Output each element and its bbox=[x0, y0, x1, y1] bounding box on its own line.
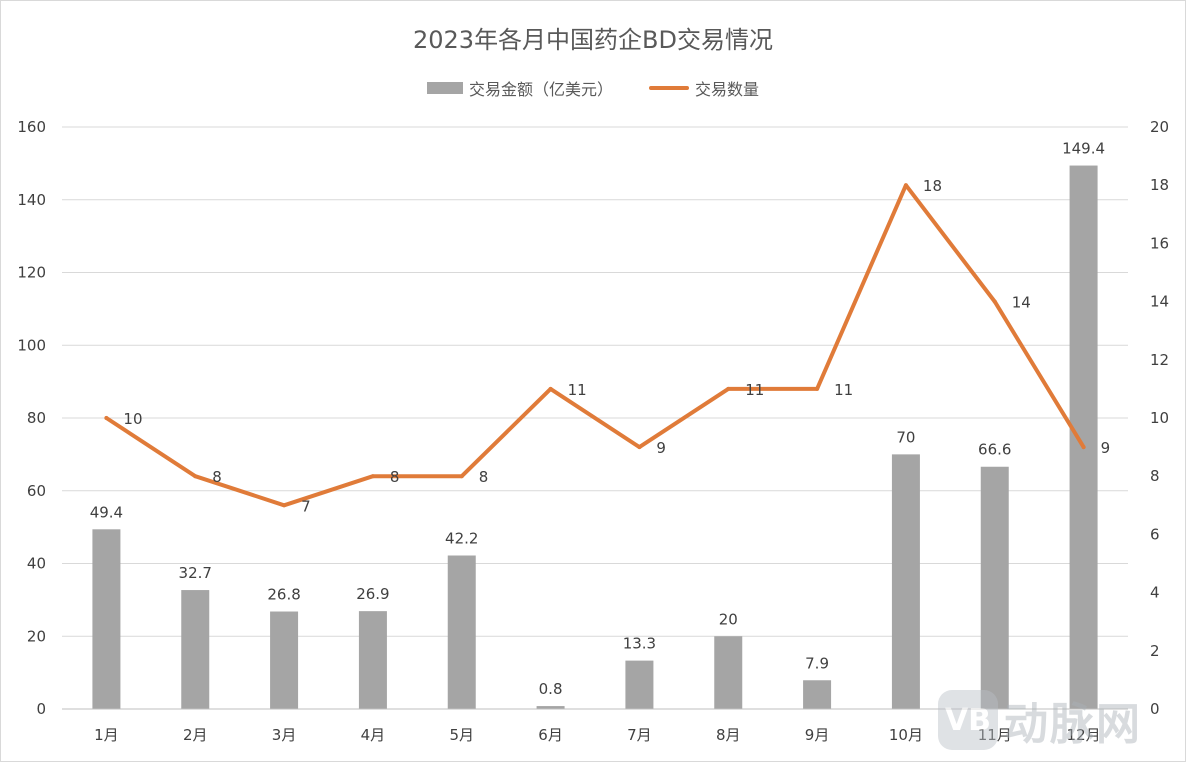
line-value-label: 8 bbox=[479, 468, 489, 486]
y-right-tick-label: 10 bbox=[1150, 409, 1169, 427]
line-point bbox=[726, 386, 731, 391]
line-point bbox=[992, 299, 997, 304]
legend-item-amount: 交易金额（亿美元） bbox=[426, 76, 613, 100]
bar bbox=[92, 529, 121, 709]
line-value-label: 14 bbox=[1012, 294, 1031, 312]
x-tick-label: 3月 bbox=[272, 726, 297, 744]
x-tick-label: 10月 bbox=[889, 726, 923, 744]
axes: 0 20 40 60 80 100 120 140 160 0 2 4 6 8 10 12 14 16 18 20 1月… bbox=[17, 118, 1169, 744]
y-right-tick-label: 0 bbox=[1150, 700, 1160, 718]
line-point bbox=[815, 386, 820, 391]
line-value-label: 10 bbox=[123, 410, 142, 428]
y-left-tick-label: 0 bbox=[36, 700, 46, 718]
bar bbox=[358, 611, 387, 709]
x-tick-label: 11月 bbox=[978, 726, 1012, 744]
line-value-label: 18 bbox=[923, 177, 942, 195]
y-right-tick-label: 14 bbox=[1150, 293, 1169, 311]
bar bbox=[625, 660, 654, 709]
x-tick-label: 7月 bbox=[627, 726, 652, 744]
bar-value-label: 20 bbox=[719, 610, 738, 628]
line-point bbox=[193, 474, 198, 479]
bar bbox=[1069, 165, 1098, 709]
line-point bbox=[104, 416, 109, 420]
x-tick-label: 9月 bbox=[805, 726, 830, 744]
line-point bbox=[370, 474, 375, 479]
line-value-label: 7 bbox=[301, 497, 311, 515]
legend: 交易金额（亿美元） 交易数量 bbox=[0, 76, 1186, 100]
line-point bbox=[282, 503, 287, 508]
watermark-text: 动脉网 bbox=[1004, 699, 1142, 750]
y-right-tick-label: 2 bbox=[1150, 642, 1160, 660]
legend-swatch-line bbox=[649, 86, 689, 90]
bar-value-label: 42.2 bbox=[445, 529, 478, 547]
y-left-tick-label: 80 bbox=[27, 409, 46, 427]
line-point bbox=[903, 183, 908, 188]
y-right-tick-label: 18 bbox=[1150, 176, 1169, 194]
y-left-tick-label: 20 bbox=[27, 627, 46, 645]
y-right-tick-label: 6 bbox=[1150, 525, 1160, 543]
y-left-tick-label: 100 bbox=[17, 336, 46, 354]
line-point bbox=[548, 386, 553, 391]
line-value-label: 8 bbox=[390, 468, 400, 486]
line-value-label: 11 bbox=[745, 381, 764, 399]
y-right-tick-label: 8 bbox=[1150, 467, 1160, 485]
y-left-tick-label: 160 bbox=[17, 118, 46, 136]
y-left-tick-label: 140 bbox=[17, 191, 46, 209]
bar bbox=[270, 611, 299, 709]
bar-value-label: 49.4 bbox=[90, 503, 123, 521]
line-value-label: 11 bbox=[834, 381, 853, 399]
line-point bbox=[637, 445, 642, 450]
bar-series bbox=[92, 165, 1098, 709]
bar-value-label: 66.6 bbox=[978, 441, 1011, 459]
x-tick-label: 12月 bbox=[1067, 726, 1101, 744]
y-right-tick-label: 4 bbox=[1150, 584, 1160, 602]
x-tick-label: 2月 bbox=[183, 726, 208, 744]
bar bbox=[891, 454, 920, 709]
legend-item-count: 交易数量 bbox=[649, 76, 759, 100]
bar-value-label: 26.8 bbox=[267, 586, 300, 604]
line-point bbox=[1081, 445, 1086, 450]
line-series bbox=[104, 183, 1086, 508]
bar bbox=[447, 555, 476, 709]
bar bbox=[714, 636, 743, 709]
bar-value-label: 26.9 bbox=[356, 585, 389, 603]
y-left-tick-label: 40 bbox=[27, 555, 46, 573]
x-tick-label: 8月 bbox=[716, 726, 741, 744]
legend-label-count: 交易数量 bbox=[695, 80, 760, 99]
chart-title: 2023年各月中国药企BD交易情况 bbox=[412, 26, 774, 54]
bar bbox=[181, 590, 210, 709]
legend-label-amount: 交易金额（亿美元） bbox=[468, 80, 613, 99]
y-right-tick-label: 16 bbox=[1150, 234, 1169, 252]
y-left-tick-label: 120 bbox=[17, 264, 46, 282]
line-value-label: 9 bbox=[1101, 439, 1111, 457]
line-point bbox=[459, 474, 464, 479]
x-tick-label: 5月 bbox=[449, 726, 474, 744]
line-value-label: 8 bbox=[212, 468, 222, 486]
y-left-tick-label: 60 bbox=[27, 482, 46, 500]
watermark-logo-icon: VB bbox=[938, 690, 998, 750]
bar bbox=[980, 466, 1009, 709]
bar-value-label: 149.4 bbox=[1062, 140, 1105, 158]
line-value-label: 9 bbox=[656, 439, 666, 457]
line-value-label: 11 bbox=[568, 381, 587, 399]
watermark: VB 动脉网 bbox=[938, 688, 1142, 752]
x-tick-label: 1月 bbox=[94, 726, 119, 744]
x-tick-label: 4月 bbox=[361, 726, 386, 744]
x-tick-label: 6月 bbox=[538, 726, 563, 744]
y-right-tick-label: 12 bbox=[1150, 351, 1169, 369]
legend-swatch-bar bbox=[426, 82, 463, 94]
bar-value-label: 32.7 bbox=[179, 564, 212, 582]
bar bbox=[803, 680, 832, 709]
y-right-tick-label: 20 bbox=[1150, 118, 1169, 136]
bar-value-label: 70 bbox=[896, 428, 915, 446]
line-path bbox=[104, 183, 1086, 508]
bar bbox=[536, 706, 565, 709]
bar-value-label: 13.3 bbox=[623, 635, 656, 653]
data-labels: 49.4 32.7 26.8 26.9 42.2 0.8 13.3 20 7.9 70 66.6 14… bbox=[90, 140, 1110, 699]
bar-value-label: 7.9 bbox=[805, 654, 829, 672]
bar-value-label: 0.8 bbox=[539, 680, 563, 698]
